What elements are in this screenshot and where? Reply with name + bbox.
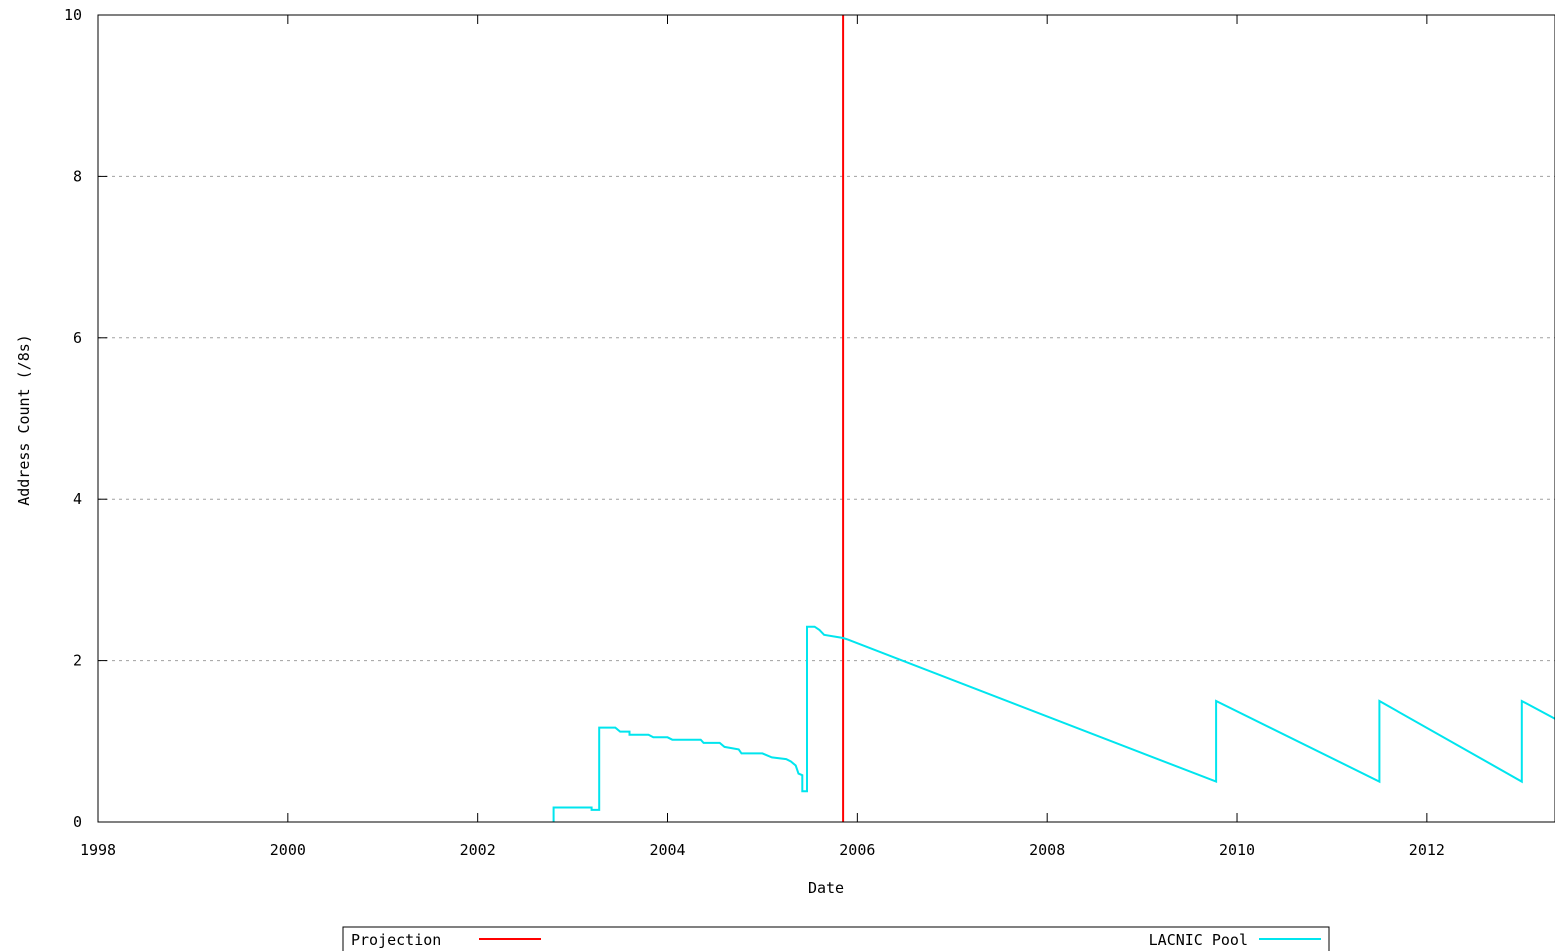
x-tick-label: 2004 [649, 841, 685, 859]
axis-ticks [97, 14, 1428, 823]
x-tick-label: 1998 [80, 841, 116, 859]
y-tick-label: 4 [73, 490, 82, 508]
legend-label-lacnic-pool: LACNIC Pool [1149, 931, 1248, 949]
plot-frame [97, 14, 1555, 823]
x-tick-labels: 1998 2000 2002 2004 2006 2008 2010 2012 [80, 841, 1445, 859]
y-tick-label: 2 [73, 652, 82, 670]
legend-label-projection: Projection [351, 931, 441, 949]
y-tick-label: 8 [73, 167, 82, 185]
legend: Projection LACNIC Pool [342, 926, 1330, 951]
y-tick-label: 10 [64, 6, 82, 24]
series-line-lacnic-pool [552, 625, 1555, 822]
grid-lines [98, 175, 1555, 662]
y-tick-label: 6 [73, 329, 82, 347]
series-layer [552, 15, 1555, 822]
x-tick-label: 2002 [460, 841, 496, 859]
x-tick-label: 2006 [839, 841, 875, 859]
x-tick-label: 2000 [270, 841, 306, 859]
y-tick-label: 0 [73, 813, 82, 831]
y-axis-label: Address Count (/8s) [15, 334, 33, 506]
x-tick-label: 2012 [1409, 841, 1445, 859]
x-axis-label: Date [808, 879, 844, 897]
x-tick-label: 2010 [1219, 841, 1255, 859]
x-tick-label: 2008 [1029, 841, 1065, 859]
y-tick-labels: 0 2 4 6 8 10 [64, 6, 82, 831]
